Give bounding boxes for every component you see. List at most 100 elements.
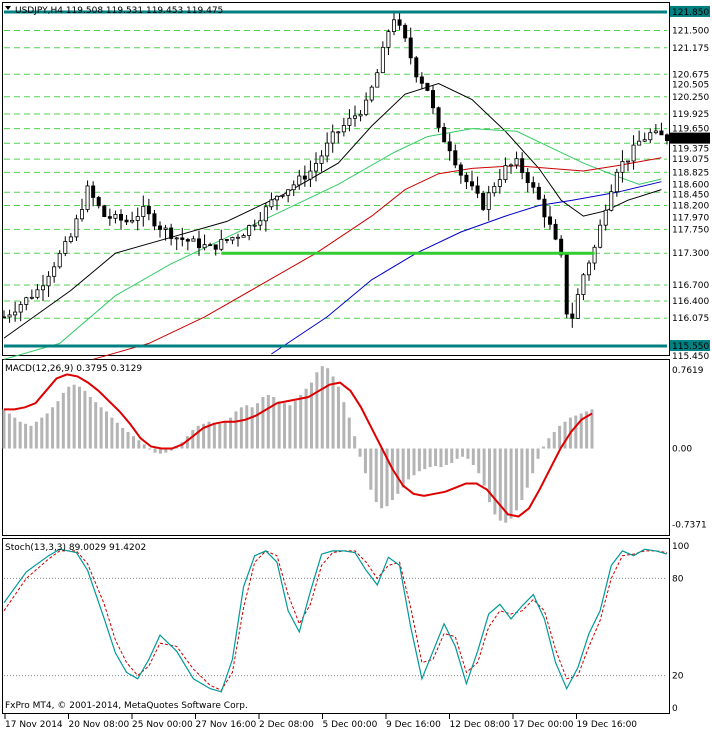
candle-body	[63, 241, 68, 254]
macd-bar	[153, 448, 157, 453]
candle-body	[375, 72, 380, 88]
current-price-box	[670, 132, 710, 144]
candle-body	[464, 174, 469, 183]
candle-body	[492, 186, 497, 194]
candle-body	[609, 191, 614, 211]
stoch-tick-label: 100	[672, 542, 689, 552]
price-tick-label: 115.450	[672, 352, 709, 362]
macd-bar	[223, 421, 227, 449]
stoch-header: Stoch(13,3,3) 89.0029 91.4202	[5, 543, 146, 553]
macd-bar	[277, 401, 281, 449]
candle-body	[559, 238, 564, 256]
macd-bar	[283, 403, 287, 449]
macd-bar	[466, 448, 470, 459]
candle-body	[364, 99, 369, 115]
macd-bar	[83, 390, 87, 449]
macd-header: MACD(12,26,9) 0.3795 0.3129	[5, 364, 142, 374]
candle-body	[146, 205, 151, 215]
macd-bar	[104, 411, 108, 449]
candle-body	[252, 224, 257, 227]
macd-bar	[169, 448, 173, 451]
macd-bar	[185, 436, 189, 449]
macd-bar	[417, 448, 421, 472]
macd-bar	[455, 448, 459, 459]
candle-body	[52, 266, 57, 277]
ma-blue-line	[271, 181, 662, 355]
stoch-tick-label: 0	[672, 704, 678, 714]
macd-bar	[18, 421, 22, 449]
macd-bar	[148, 448, 152, 450]
price-tick-label: 116.400	[672, 297, 709, 307]
macd-bar	[423, 448, 427, 470]
candle-body	[581, 274, 586, 295]
macd-bar	[94, 402, 98, 449]
candle-body	[447, 141, 452, 152]
macd-bar	[380, 448, 384, 509]
candle-body	[213, 244, 218, 250]
candle-body	[280, 194, 285, 197]
price-tick-label: 119.925	[672, 110, 709, 120]
macd-bar	[202, 423, 206, 449]
macd-bar	[358, 448, 362, 457]
candle-body	[514, 158, 519, 166]
macd-bar	[137, 440, 141, 449]
candle-body	[313, 163, 318, 172]
candle-body	[637, 140, 642, 146]
price-label-box	[670, 340, 710, 352]
macd-bar	[304, 388, 308, 449]
candle-body	[598, 224, 603, 248]
macd-tick-label: 0.00	[672, 445, 692, 455]
candle-body	[130, 220, 135, 223]
candle-body	[13, 311, 18, 316]
macd-bar	[563, 421, 567, 449]
macd-bar	[488, 448, 492, 503]
macd-bar	[363, 448, 367, 474]
stoch-signal-polyline	[3, 550, 668, 691]
macd-bar	[266, 394, 270, 449]
candle-body	[107, 216, 112, 219]
macd-bar	[315, 372, 319, 449]
macd-bar	[121, 427, 125, 449]
stoch-lines	[3, 548, 668, 693]
stoch-main-polyline	[3, 548, 668, 693]
price-tick-label: 116.075	[672, 314, 709, 324]
time-tick-label: 17 Dec 00:00	[513, 720, 574, 730]
candle-body	[525, 172, 530, 183]
macd-bar	[40, 417, 44, 449]
price-tick-label: 117.750	[672, 225, 709, 235]
macd-bar	[261, 397, 265, 449]
dropdown-triangle-icon[interactable]	[5, 6, 11, 10]
candle-body	[414, 57, 419, 78]
candle-body	[141, 205, 146, 217]
candle-body	[347, 117, 352, 126]
macd-bar	[256, 403, 260, 449]
macd-bar	[234, 411, 238, 449]
macd-bar	[401, 448, 405, 488]
candle-body	[297, 175, 302, 186]
stoch-levels	[4, 577, 667, 677]
macd-bar	[396, 448, 400, 494]
candle-body	[458, 164, 463, 176]
macd-bar	[439, 448, 443, 468]
candle-body	[620, 161, 625, 173]
candle-body	[163, 227, 168, 230]
price-tick-label: 117.970	[672, 214, 709, 224]
stoch-panel-frame	[2, 538, 670, 714]
stoch-tick-label: 20	[672, 672, 684, 682]
macd-bar	[531, 448, 535, 474]
candle-body	[486, 192, 491, 210]
price-tick-label: 119.650	[672, 125, 709, 135]
price-tick-label: 120.250	[672, 93, 709, 103]
macd-bar	[369, 448, 373, 490]
candle-body	[247, 225, 252, 236]
macd-bar	[24, 423, 28, 449]
macd-bar	[288, 405, 292, 449]
candle-body	[202, 244, 207, 249]
candle-body	[96, 197, 101, 207]
macd-bar	[536, 448, 540, 459]
macd-bar	[514, 448, 518, 511]
candle-body	[269, 199, 274, 208]
ma-red-line	[92, 157, 662, 360]
macd-bar	[212, 422, 216, 449]
